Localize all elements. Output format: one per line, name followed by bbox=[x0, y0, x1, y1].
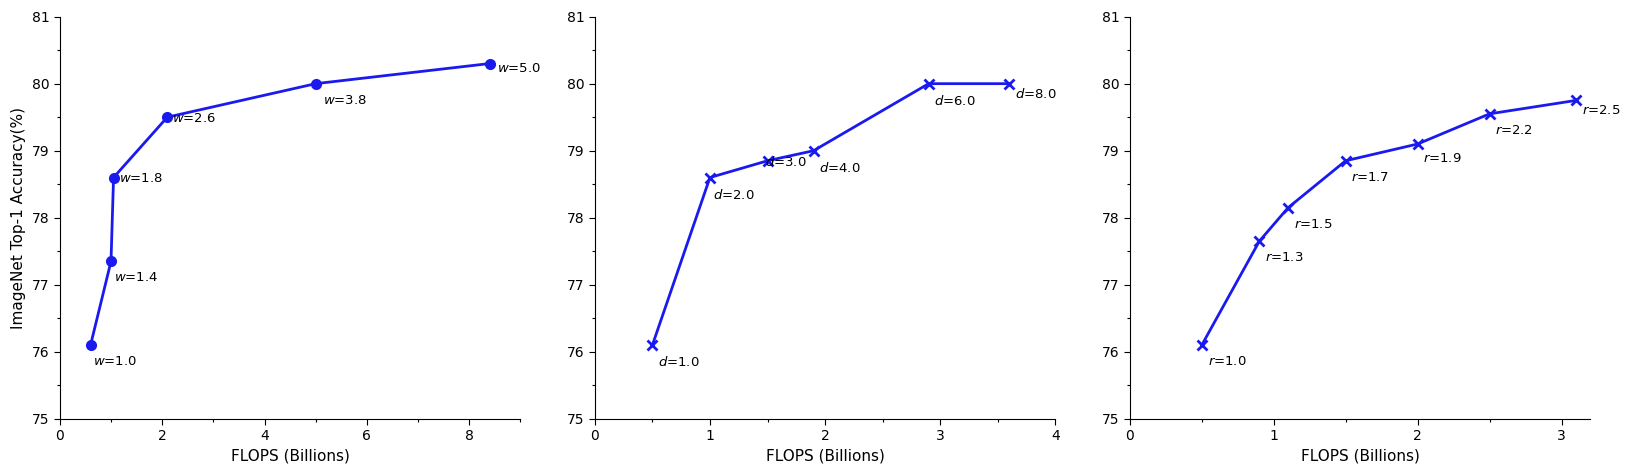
Y-axis label: ImageNet Top-1 Accuracy(%): ImageNet Top-1 Accuracy(%) bbox=[11, 107, 26, 329]
Text: $w$=1.4: $w$=1.4 bbox=[114, 271, 158, 285]
X-axis label: FLOPS (Billions): FLOPS (Billions) bbox=[230, 449, 349, 464]
Text: $d$=4.0: $d$=4.0 bbox=[819, 161, 860, 175]
Text: $d$=3.0: $d$=3.0 bbox=[765, 155, 806, 170]
Text: $d$=6.0: $d$=6.0 bbox=[934, 94, 976, 108]
Text: $w$=5.0: $w$=5.0 bbox=[498, 62, 542, 75]
Text: $d$=1.0: $d$=1.0 bbox=[658, 355, 700, 369]
Text: $r$=1.0: $r$=1.0 bbox=[1206, 355, 1245, 368]
Text: $w$=1.8: $w$=1.8 bbox=[119, 172, 162, 185]
Text: $r$=1.3: $r$=1.3 bbox=[1265, 251, 1302, 264]
Text: $w$=2.6: $w$=2.6 bbox=[173, 112, 217, 125]
Text: $w$=3.8: $w$=3.8 bbox=[323, 94, 367, 107]
Text: $r$=2.5: $r$=2.5 bbox=[1581, 104, 1619, 117]
X-axis label: FLOPS (Billions): FLOPS (Billions) bbox=[765, 449, 885, 464]
Text: $r$=2.2: $r$=2.2 bbox=[1495, 124, 1532, 137]
X-axis label: FLOPS (Billions): FLOPS (Billions) bbox=[1299, 449, 1418, 464]
Text: $r$=1.7: $r$=1.7 bbox=[1351, 171, 1389, 184]
Text: $r$=1.5: $r$=1.5 bbox=[1293, 218, 1332, 231]
Text: $r$=1.9: $r$=1.9 bbox=[1423, 152, 1461, 165]
Text: $d$=8.0: $d$=8.0 bbox=[1015, 87, 1056, 101]
Text: $d$=2.0: $d$=2.0 bbox=[713, 188, 754, 201]
Text: $w$=1.0: $w$=1.0 bbox=[93, 355, 137, 368]
